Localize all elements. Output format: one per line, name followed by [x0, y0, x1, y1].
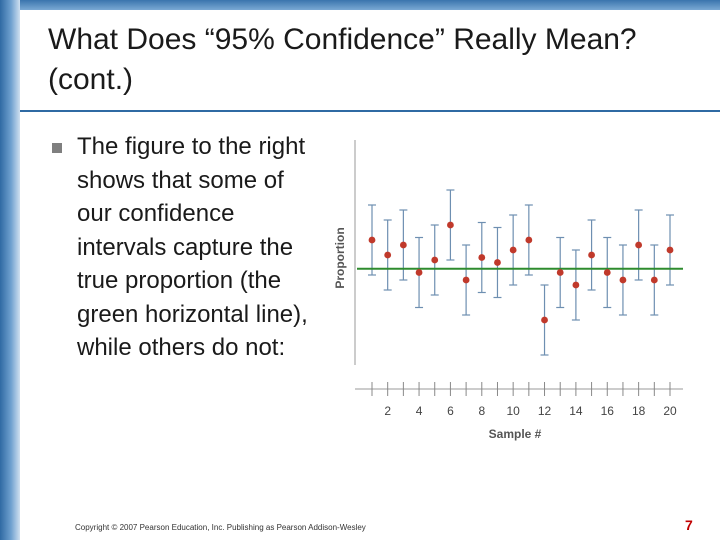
x-tick-label: 8 — [478, 404, 485, 418]
estimate-point — [525, 236, 533, 244]
x-tick-label: 6 — [447, 404, 454, 418]
bullet-square-icon — [52, 143, 62, 153]
estimate-point — [509, 246, 517, 254]
slide-title: What Does “95% Confidence” Really Mean? … — [48, 23, 637, 96]
x-tick-label: 16 — [601, 404, 615, 418]
title-underline — [20, 110, 720, 112]
estimate-point — [415, 269, 423, 276]
confidence-interval-chart: Proportion 2 4 6 8 10 12 14 16 18 20 Sample # — [333, 140, 683, 441]
x-axis-ticks — [371, 382, 671, 396]
x-axis-label: Sample # — [489, 427, 542, 441]
estimate-point — [556, 269, 564, 276]
x-tick-label: 4 — [416, 404, 423, 418]
estimate-point — [572, 281, 580, 289]
estimate-point — [431, 256, 439, 264]
sample-estimates — [368, 221, 674, 324]
x-tick-label: 10 — [506, 404, 520, 418]
estimate-point — [635, 241, 643, 249]
confidence-intervals — [368, 189, 674, 356]
estimate-point — [541, 316, 548, 324]
estimate-point — [447, 221, 454, 229]
x-tick-label: 20 — [663, 404, 677, 418]
estimate-point — [588, 251, 595, 259]
x-tick-labels: 2 4 6 8 10 12 14 16 18 20 — [384, 404, 677, 418]
x-tick-label: 18 — [632, 404, 646, 418]
left-accent-strip — [0, 0, 20, 540]
estimate-point — [478, 254, 486, 261]
x-tick-label: 2 — [384, 404, 391, 418]
estimate-point — [368, 236, 376, 244]
estimate-point — [462, 276, 470, 284]
estimate-point — [603, 269, 611, 276]
estimate-point — [619, 276, 627, 284]
x-tick-label: 12 — [538, 404, 552, 418]
x-tick-label: 14 — [569, 404, 583, 418]
estimate-point — [650, 276, 658, 284]
bullet-text: The figure to the right shows that some … — [77, 133, 308, 361]
copyright-footer: Copyright © 2007 Pearson Education, Inc.… — [75, 523, 366, 532]
title-area — [20, 10, 720, 110]
top-accent-band — [20, 0, 720, 10]
estimate-point — [494, 259, 501, 266]
estimate-point — [666, 246, 674, 254]
y-axis-label: Proportion — [333, 227, 347, 288]
estimate-point — [399, 241, 407, 249]
page-number: 7 — [685, 517, 693, 533]
estimate-point — [384, 251, 392, 259]
